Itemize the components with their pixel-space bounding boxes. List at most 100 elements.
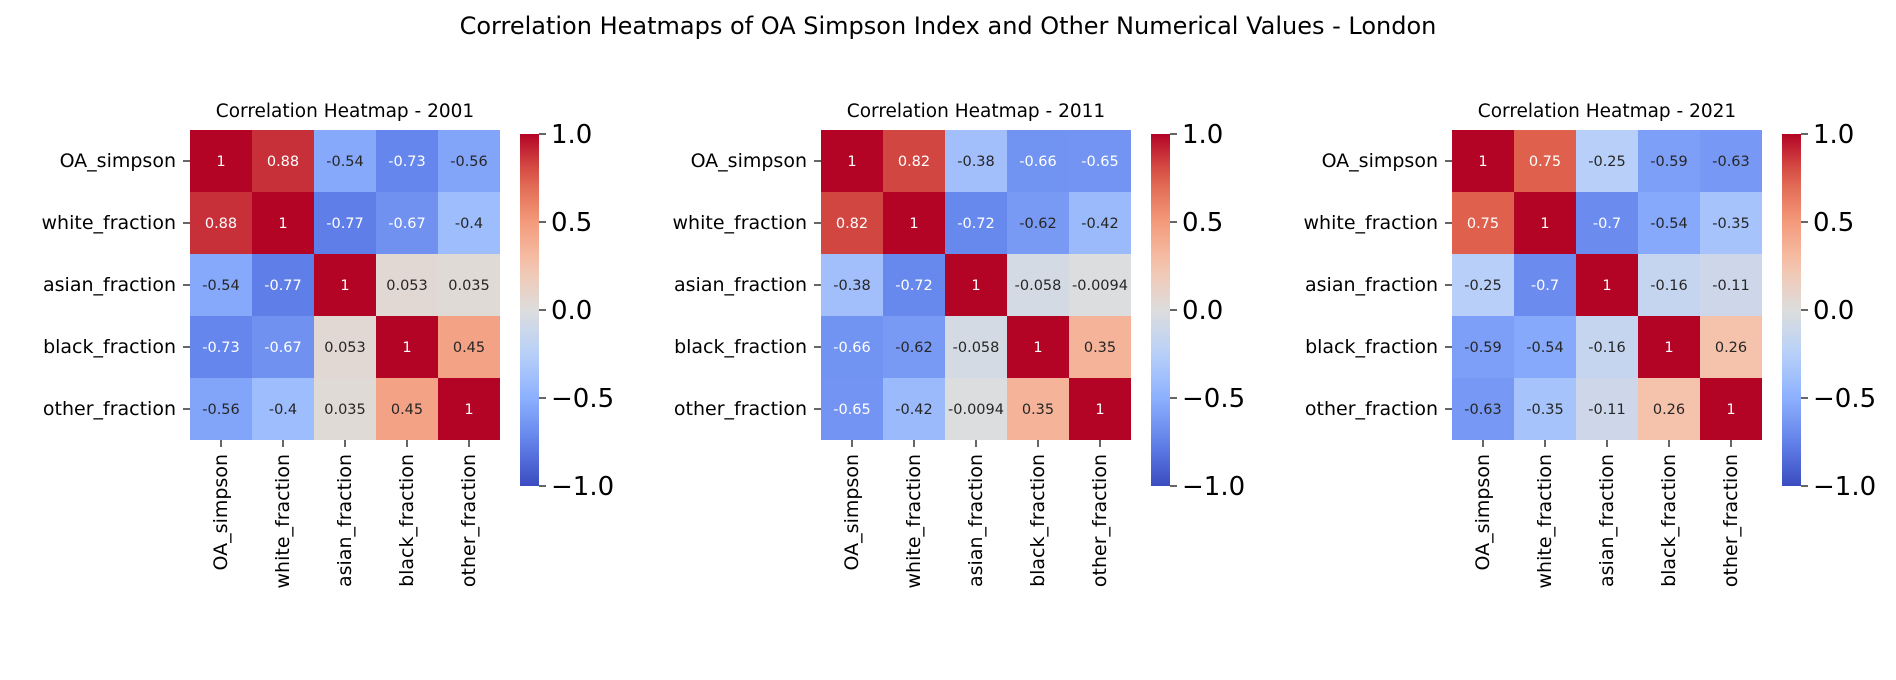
cell-value-label: 0.053	[324, 340, 366, 356]
colorbar-tick-label: 0.0	[551, 296, 592, 326]
cell-value-label: -0.77	[264, 278, 302, 294]
heatmap-title: Correlation Heatmap - 2011	[847, 101, 1105, 122]
heatmap-cell	[1700, 254, 1762, 316]
x-tick-label: asian_fraction	[334, 454, 356, 587]
heatmap-cell	[1576, 130, 1638, 192]
heatmap-cell	[190, 192, 252, 254]
heatmap-cell	[438, 254, 500, 316]
y-tick-label: white_fraction	[1304, 212, 1438, 234]
cell-value-label: -0.42	[1081, 216, 1119, 232]
colorbar-tick-label: 0.5	[1813, 208, 1854, 238]
y-tick-label: OA_simpson	[60, 150, 176, 172]
heatmap-panel-2: Correlation Heatmap - 2011 1 0.82 -0.38 -0.6…	[673, 101, 1246, 588]
heatmap-cell	[314, 316, 376, 378]
cell-value-label: -0.058	[1015, 278, 1062, 294]
cell-value-label: 1	[1478, 154, 1487, 170]
cell-value-label: -0.65	[1081, 154, 1119, 170]
x-tick-label: white_fraction	[1534, 454, 1556, 588]
y-tick-label: white_fraction	[673, 212, 807, 234]
cell-value-label: -0.16	[1588, 340, 1626, 356]
cell-value-label: 0.75	[1467, 216, 1499, 232]
cell-value-label: 1	[971, 278, 980, 294]
x-tick-label: black_fraction	[396, 454, 418, 587]
colorbar-tick-label: 0.5	[551, 208, 592, 238]
x-tick-label: white_fraction	[272, 454, 294, 588]
cell-value-label: -0.4	[269, 402, 297, 418]
y-tick-label: black_fraction	[1305, 336, 1438, 358]
cell-value-label: 0.26	[1715, 340, 1747, 356]
heatmap-cell	[314, 130, 376, 192]
heatmap-cell	[1514, 254, 1576, 316]
cell-value-label: 1	[278, 216, 287, 232]
cell-value-label: 1	[1726, 402, 1735, 418]
heatmap-cell	[1452, 316, 1514, 378]
cell-value-label: 0.053	[386, 278, 428, 294]
colorbar	[1782, 134, 1801, 486]
heatmap-cell	[1638, 316, 1700, 378]
figure-title: Correlation Heatmaps of OA Simpson Index…	[459, 12, 1437, 40]
y-tick-label: OA_simpson	[691, 150, 807, 172]
x-tick-label: black_fraction	[1027, 454, 1049, 587]
cell-value-label: 0.75	[1529, 154, 1561, 170]
heatmap-cell	[1576, 192, 1638, 254]
cell-value-label: -0.56	[450, 154, 488, 170]
heatmap-cell	[314, 192, 376, 254]
cell-value-label: 1	[340, 278, 349, 294]
x-tick-label: OA_simpson	[210, 454, 232, 570]
cell-value-label: 1	[1664, 340, 1673, 356]
heatmap-cell	[1638, 192, 1700, 254]
heatmap-cell	[438, 192, 500, 254]
heatmap-panel-3: Correlation Heatmap - 2021 1 0.75 -0.25 -0.5…	[1304, 101, 1877, 588]
heatmap-cell	[1576, 254, 1638, 316]
cell-value-label: -0.4	[455, 216, 483, 232]
x-tick-label: other_fraction	[1720, 454, 1742, 587]
cell-value-label: -0.54	[326, 154, 364, 170]
cell-value-label: -0.0094	[1072, 278, 1128, 294]
y-tick-label: other_fraction	[674, 398, 807, 420]
x-tick-label: other_fraction	[1089, 454, 1111, 587]
cell-value-label: -0.67	[264, 340, 302, 356]
y-tick-label: asian_fraction	[1305, 274, 1438, 296]
cell-value-label: -0.11	[1588, 402, 1626, 418]
heatmap-cell	[1514, 316, 1576, 378]
heatmap-title: Correlation Heatmap - 2021	[1478, 101, 1736, 122]
heatmap-cell	[1638, 130, 1700, 192]
colorbar-tick-label: 1.0	[1182, 120, 1223, 150]
heatmap-cell	[1576, 378, 1638, 440]
cell-value-label: -0.59	[1464, 340, 1502, 356]
heatmap-cell	[1452, 192, 1514, 254]
cell-value-label: -0.63	[1464, 402, 1502, 418]
colorbar-tick-label: −0.5	[551, 384, 614, 414]
heatmap-cell	[438, 316, 500, 378]
y-tick-label: other_fraction	[1305, 398, 1438, 420]
cell-value-label: -0.38	[957, 154, 995, 170]
heatmap-cell	[1069, 130, 1131, 192]
heatmap-cell	[190, 378, 252, 440]
cell-value-label: 1	[847, 154, 856, 170]
cell-value-label: 0.82	[898, 154, 930, 170]
cell-value-label: -0.7	[1593, 216, 1621, 232]
heatmap-cell	[1007, 192, 1069, 254]
colorbar-tick-label: 0.0	[1813, 296, 1854, 326]
heatmap-cell	[1700, 130, 1762, 192]
heatmap-cell	[821, 130, 883, 192]
cell-value-label: -0.7	[1531, 278, 1559, 294]
y-tick-label: black_fraction	[43, 336, 176, 358]
y-tick-label: asian_fraction	[43, 274, 176, 296]
cell-value-label: -0.63	[1712, 154, 1750, 170]
heatmap-cell	[1452, 378, 1514, 440]
cell-value-label: 1	[1033, 340, 1042, 356]
heatmap-cell	[252, 254, 314, 316]
heatmap-cell	[376, 254, 438, 316]
cell-value-label: -0.54	[1650, 216, 1688, 232]
y-tick-label: asian_fraction	[674, 274, 807, 296]
heatmap-cell	[1514, 130, 1576, 192]
heatmap-cell	[438, 378, 500, 440]
cell-value-label: -0.73	[202, 340, 240, 356]
cell-value-label: 0.26	[1653, 402, 1685, 418]
heatmap-cell	[190, 130, 252, 192]
heatmap-cell	[376, 130, 438, 192]
heatmap-title: Correlation Heatmap - 2001	[216, 101, 474, 122]
cell-value-label: -0.62	[1019, 216, 1057, 232]
heatmap-cell	[945, 130, 1007, 192]
